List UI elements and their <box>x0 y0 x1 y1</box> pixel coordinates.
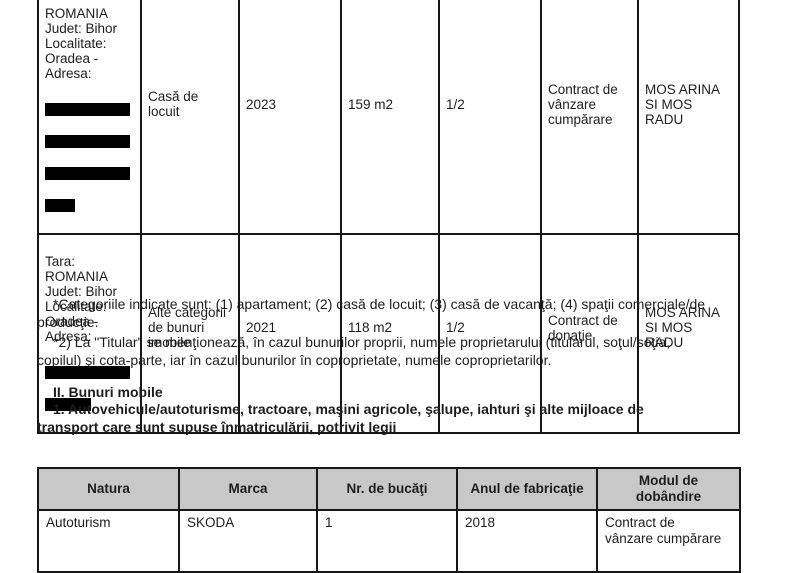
address-text: ROMANIA Judet: Bihor Localitate: Oradea … <box>45 6 118 81</box>
category-cell: Alte categorii de bunuri imobile <box>140 233 240 434</box>
surface-cell: 118 m2 <box>340 233 440 434</box>
immobile-table: ROMANIA Judet: Bihor Localitate: Oradea … <box>37 0 740 434</box>
footnote-categories: *Categoriile indicate sunt: (1) apartame… <box>37 296 706 330</box>
marca-cell: SKODA <box>178 509 318 573</box>
address-text: Tara: ROMANIA Judet: Bihor Localitate: O… <box>45 254 118 344</box>
vehicles-table: Natura Marca Nr. de bucăţi Anul de fabri… <box>37 467 741 573</box>
mod-dobandire-cell: Contract de vânzare cumpărare <box>596 509 741 573</box>
address-cell: Tara: ROMANIA Judet: Bihor Localitate: O… <box>37 233 142 434</box>
vehicles-header-row: Natura Marca Nr. de bucăţi Anul de fabri… <box>37 467 741 511</box>
acquisition-cell: Contract de vânzare cumpărare <box>540 0 639 235</box>
share-cell: 1/2 <box>438 233 542 434</box>
redaction-bar <box>45 167 130 180</box>
natura-header: Natura <box>37 467 180 511</box>
marca-header: Marca <box>178 467 318 511</box>
acquisition-cell: Contract de donaţie <box>540 233 639 434</box>
vehicle-row: Autoturism SKODA 1 2018 Contract de vânz… <box>37 509 741 573</box>
redaction-bar <box>45 103 130 116</box>
year-cell: 2023 <box>238 0 342 235</box>
category-cell: Casă de locuit <box>140 0 240 235</box>
redaction-bar <box>45 398 91 411</box>
owner-cell: MOS ARINA SI MOS RADU <box>637 233 740 434</box>
natura-cell: Autoturism <box>37 509 180 573</box>
immobile-row: ROMANIA Judet: Bihor Localitate: Oradea … <box>37 0 740 235</box>
redaction-bar <box>45 366 130 379</box>
nr-bucati-header: Nr. de bucăţi <box>316 467 458 511</box>
an-fabricatie-header: Anul de fabricaţie <box>456 467 598 511</box>
surface-cell: 159 m2 <box>340 0 440 235</box>
redaction-bar <box>45 199 75 212</box>
section-title: II. Bunuri mobile <box>53 384 163 400</box>
footnote-titular: *2) La "Titular" se menţionează, în cazu… <box>37 334 671 368</box>
address-cell: ROMANIA Judet: Bihor Localitate: Oradea … <box>37 0 142 235</box>
year-cell: 2021 <box>238 233 342 434</box>
nr-bucati-cell: 1 <box>316 509 458 573</box>
share-cell: 1/2 <box>438 0 542 235</box>
mod-dobandire-header: Modul de dobândire <box>596 467 741 511</box>
redaction-bar <box>45 135 130 148</box>
section-subtitle: 1. Autovehicule/autoturisme, tractoare, … <box>37 401 644 435</box>
immobile-row: Tara: ROMANIA Judet: Bihor Localitate: O… <box>37 233 740 434</box>
owner-cell: MOS ARINA SI MOS RADU <box>637 0 740 235</box>
an-fabricatie-cell: 2018 <box>456 509 598 573</box>
